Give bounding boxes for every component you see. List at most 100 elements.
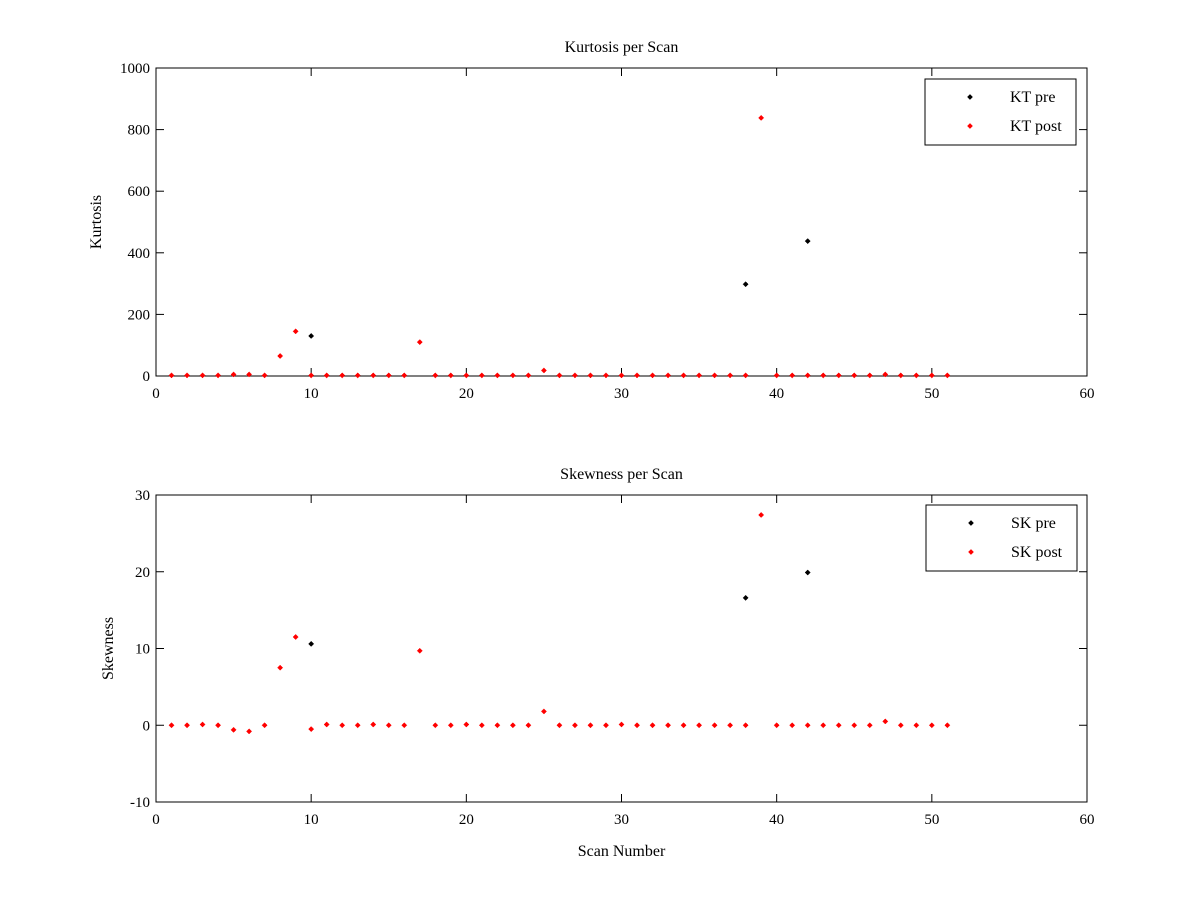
data-point <box>649 372 656 379</box>
data-point <box>571 722 578 729</box>
data-point <box>370 721 377 728</box>
data-point <box>913 722 920 729</box>
data-point <box>494 722 501 729</box>
data-point <box>789 722 796 729</box>
x-tick-label: 10 <box>304 812 319 828</box>
data-point <box>820 372 827 379</box>
y-tick-label: 0 <box>143 718 151 734</box>
x-tick-label: 40 <box>769 386 784 402</box>
data-point <box>261 722 268 729</box>
data-point <box>742 281 749 288</box>
legend-entry: KT pre <box>1010 89 1055 106</box>
y-tick-label: 400 <box>128 246 151 262</box>
data-point <box>292 634 299 640</box>
legend: KT pre KT post <box>924 78 1077 146</box>
y-tick-label: 1000 <box>120 61 150 77</box>
data-point <box>696 372 703 379</box>
data-point <box>556 722 563 729</box>
data-point <box>820 722 827 729</box>
data-point <box>773 372 780 379</box>
legend-marker <box>968 520 974 526</box>
y-tick-label: 200 <box>128 307 151 323</box>
data-point <box>742 372 749 379</box>
data-point <box>727 372 734 379</box>
data-point <box>478 372 485 379</box>
series-pre <box>308 238 811 339</box>
data-point <box>851 372 858 379</box>
data-point <box>540 708 547 715</box>
data-point <box>168 372 175 379</box>
series-pre <box>308 569 811 647</box>
y-axis-label: Kurtosis <box>88 195 105 249</box>
data-point <box>494 372 501 379</box>
data-point <box>835 372 842 379</box>
legend-marker <box>967 123 973 129</box>
data-point <box>308 372 315 379</box>
data-point <box>603 372 609 379</box>
data-point <box>665 722 672 729</box>
data-point <box>649 722 656 729</box>
data-point <box>913 372 920 379</box>
series-post <box>168 512 951 735</box>
data-point <box>742 722 749 729</box>
data-point <box>928 372 935 379</box>
x-tick-label: 60 <box>1080 386 1095 402</box>
data-point <box>292 328 299 335</box>
y-tick-label: 30 <box>135 488 150 504</box>
x-tick-label: 10 <box>304 386 319 402</box>
data-point <box>882 371 889 378</box>
data-point <box>540 367 547 374</box>
data-point <box>463 372 470 379</box>
y-tick-label: 0 <box>143 369 151 385</box>
data-point <box>727 722 734 729</box>
x-tick-label: 20 <box>459 812 474 828</box>
data-point <box>944 722 951 729</box>
data-point <box>634 372 640 379</box>
x-axis-label: Scan Number <box>578 843 666 860</box>
data-point <box>416 647 423 654</box>
data-point <box>370 372 377 379</box>
data-point <box>401 722 408 729</box>
data-point <box>928 722 935 729</box>
data-point <box>277 353 284 359</box>
y-tick-label: 800 <box>128 123 151 139</box>
data-point <box>696 722 703 729</box>
data-point <box>385 372 392 379</box>
y-tick-label: -10 <box>130 795 150 811</box>
data-point <box>882 718 889 725</box>
legend-entry: KT post <box>1010 118 1062 135</box>
data-point <box>665 372 672 379</box>
x-tick-label: 30 <box>614 386 629 402</box>
x-tick-label: 20 <box>459 386 474 402</box>
data-point <box>308 640 315 647</box>
data-point <box>323 721 330 728</box>
legend-marker <box>967 94 973 100</box>
data-point <box>804 372 811 379</box>
data-point <box>525 372 532 379</box>
legend-entry: SK pre <box>1011 515 1056 532</box>
data-point <box>711 722 718 729</box>
data-point <box>246 728 253 735</box>
legend-marker <box>968 549 974 555</box>
data-point <box>215 722 222 729</box>
data-point <box>168 722 175 729</box>
data-point <box>199 721 206 728</box>
y-axis-label: Skewness <box>100 617 117 680</box>
data-point <box>277 664 284 671</box>
data-point <box>758 512 765 518</box>
data-point <box>323 372 330 379</box>
data-point <box>447 372 454 379</box>
data-point <box>571 372 578 379</box>
data-point <box>618 372 625 379</box>
x-tick-label: 60 <box>1080 812 1095 828</box>
data-point <box>308 726 315 733</box>
data-point <box>789 372 796 379</box>
data-point <box>603 722 609 729</box>
y-tick-label: 10 <box>135 642 150 658</box>
data-point <box>742 594 749 601</box>
data-point <box>618 721 625 728</box>
data-point <box>339 372 346 379</box>
